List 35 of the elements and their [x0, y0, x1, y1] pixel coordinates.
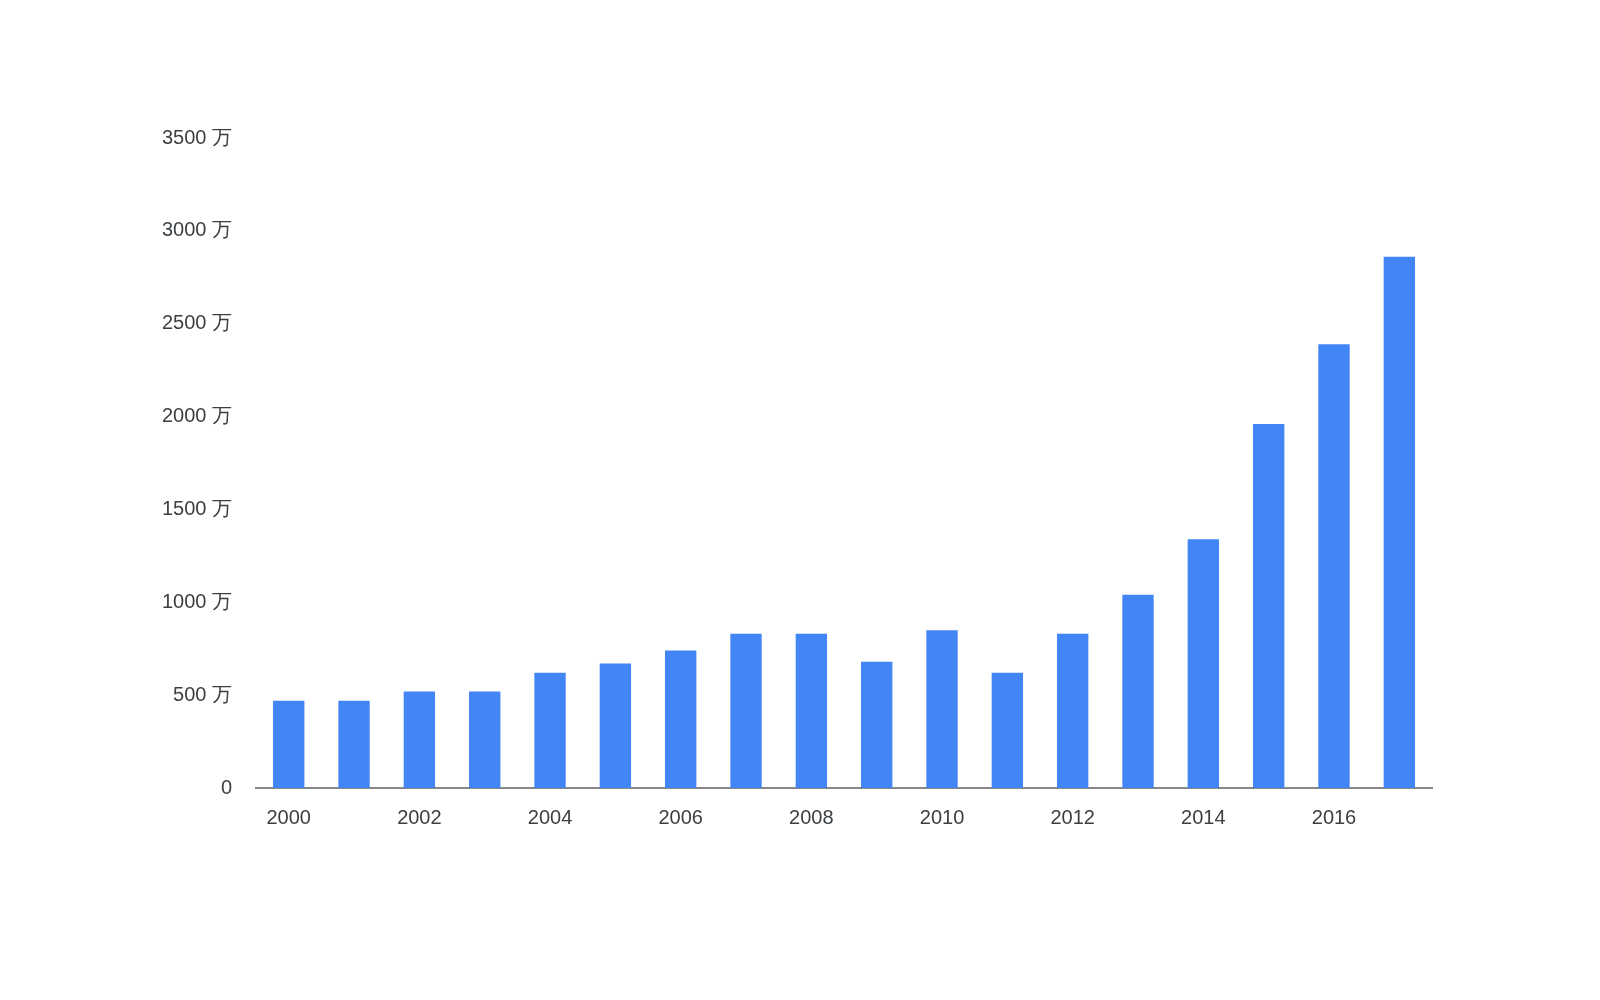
y-tick-label: 3000 万 — [161, 218, 233, 241]
bar — [338, 700, 370, 788]
y-tick-label: 2000 万 — [161, 404, 233, 427]
bar — [403, 691, 436, 788]
bar — [599, 663, 632, 788]
x-tick-label: 2012 — [1050, 805, 1095, 828]
x-tick-label: 2014 — [1181, 805, 1226, 828]
x-tick-label: 2002 — [397, 805, 442, 828]
bar — [926, 630, 958, 788]
bar — [795, 633, 828, 788]
bar — [861, 661, 893, 788]
y-tick-label: 3500 万 — [161, 125, 233, 148]
bar — [1318, 344, 1350, 788]
y-tick-label: 0 — [220, 775, 233, 798]
y-tick-label: 2500 万 — [161, 311, 233, 334]
y-tick-label: 1500 万 — [161, 496, 233, 519]
bar — [1122, 594, 1154, 788]
y-tick-label: 1000 万 — [161, 589, 233, 612]
bar — [1252, 424, 1285, 788]
x-tick-label: 2000 — [266, 805, 311, 828]
bar — [273, 700, 305, 788]
x-tick-label: 2004 — [527, 805, 573, 828]
bar — [469, 691, 501, 788]
y-tick-label: 500 万 — [173, 682, 233, 705]
bar — [730, 633, 762, 788]
bar — [1187, 539, 1220, 788]
x-tick-label: 2006 — [658, 805, 703, 828]
bar — [1383, 256, 1416, 788]
bar — [665, 650, 697, 788]
x-tick-label: 2008 — [789, 805, 834, 828]
bar — [991, 672, 1024, 788]
x-tick-label: 2016 — [1311, 805, 1357, 828]
x-tick-label: 2010 — [919, 805, 965, 828]
bar — [534, 672, 566, 788]
bar — [1057, 633, 1089, 788]
